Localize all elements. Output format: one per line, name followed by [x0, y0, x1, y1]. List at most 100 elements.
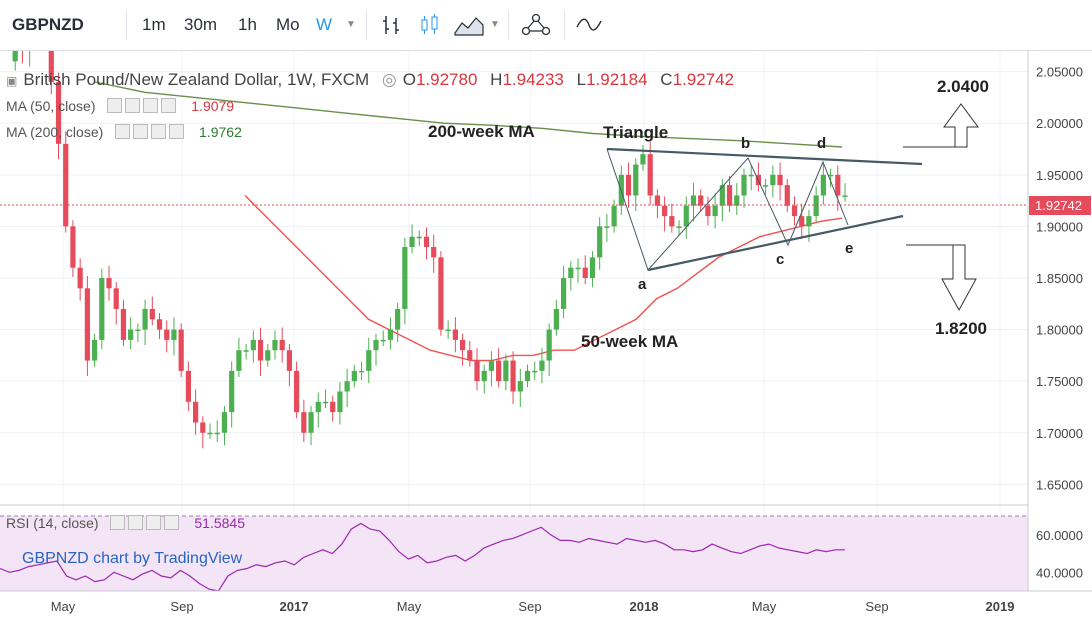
candle-body	[156, 319, 163, 330]
time-tick-label: May	[752, 599, 777, 614]
legend-eye-icon[interactable]: ◎	[381, 70, 397, 89]
candle	[698, 189, 704, 212]
candle	[452, 317, 458, 353]
ma50-legend-value: 1.9079	[191, 98, 235, 114]
candle-body	[308, 412, 314, 433]
candle-body	[207, 432, 213, 435]
candle-body	[358, 370, 365, 373]
candle-body	[698, 195, 704, 206]
candle	[611, 199, 617, 233]
candle	[683, 196, 689, 239]
compare-icon[interactable]	[576, 13, 602, 37]
candle-body	[582, 267, 588, 278]
candle	[113, 282, 119, 325]
rsi-legend-value: 51.5845	[194, 515, 245, 531]
candle	[99, 268, 105, 350]
candle-body	[481, 370, 487, 382]
candle	[654, 189, 660, 219]
ma50-settings-icon[interactable]	[107, 98, 179, 114]
candle-body	[575, 267, 581, 270]
last-price-label: 1.92742	[1035, 198, 1082, 213]
interval-30m-button[interactable]: 30m	[184, 15, 218, 34]
interval-1m-button[interactable]: 1m	[142, 15, 166, 34]
rsi-settings-icon[interactable]	[110, 515, 182, 531]
candle	[827, 168, 834, 188]
candle-body	[662, 205, 668, 217]
price-tick-label: 1.80000	[1036, 323, 1083, 338]
candle	[726, 175, 733, 212]
indicators-icon[interactable]	[520, 12, 552, 38]
symbol-label[interactable]: GBPNZD	[12, 15, 84, 34]
candle	[813, 186, 819, 223]
interval-mo-button[interactable]: Mo	[276, 15, 300, 34]
ma50-path	[244, 195, 843, 362]
watermark-text: GBPNZD chart by TradingView	[22, 550, 243, 567]
candle	[467, 340, 473, 367]
candle-body	[178, 329, 184, 371]
candle-style-icon[interactable]	[418, 13, 442, 37]
grid	[0, 51, 1028, 591]
candle-body	[236, 350, 242, 371]
candle-body	[423, 236, 430, 248]
candle	[21, 51, 23, 64]
candle-body	[568, 267, 574, 278]
candle-body	[640, 154, 646, 165]
rsi-legend-label: RSI (14, close)	[6, 515, 99, 531]
triangle-annotation: Triangle	[603, 123, 668, 142]
target-arrows	[903, 103, 979, 312]
candle	[265, 344, 271, 367]
candle-body	[589, 257, 596, 278]
candle-body	[438, 257, 444, 330]
candle	[438, 251, 444, 336]
candle-body	[827, 174, 834, 177]
candle	[351, 364, 357, 388]
candle	[539, 348, 545, 384]
toolbar-divider	[126, 10, 127, 40]
candle-body	[726, 185, 733, 206]
candle-body	[647, 154, 653, 196]
interval-w-button[interactable]: W	[316, 15, 333, 34]
candle-body	[690, 195, 697, 206]
candle-body	[835, 174, 841, 196]
candle-body	[395, 308, 401, 330]
interval-1h-button[interactable]: 1h	[238, 15, 257, 34]
candle	[734, 183, 740, 216]
price-tick-label: 1.75000	[1036, 374, 1083, 389]
price-chart[interactable]: 2.05000 2.00000 1.95000 1.90000 1.85000 1.800…	[0, 51, 1092, 626]
bar-style-icon[interactable]	[380, 13, 404, 37]
ma200-path	[94, 81, 843, 148]
candle-body	[294, 370, 300, 413]
interval-dropdown-icon[interactable]: ▼	[346, 19, 356, 30]
candle	[250, 330, 256, 363]
candle-body	[164, 329, 170, 340]
style-dropdown-icon[interactable]: ▼	[490, 19, 500, 30]
candle	[308, 405, 314, 446]
ma200-settings-icon[interactable]	[115, 124, 187, 140]
toolbar-divider	[366, 10, 367, 40]
wave-label-e: e	[845, 240, 853, 257]
candle	[546, 323, 552, 377]
candle-body	[748, 174, 754, 177]
candle	[171, 317, 177, 356]
low-label: L	[576, 70, 587, 89]
candle	[784, 178, 790, 212]
candle-body	[517, 381, 523, 392]
rsi-tick-label: 60.0000	[1036, 528, 1083, 543]
low-value: 1.92184	[586, 70, 648, 89]
ma200-legend: MA (200, close) 1.9762	[6, 124, 242, 140]
triangle-lower-line	[647, 214, 904, 272]
ma200-legend-value: 1.9762	[199, 124, 242, 140]
candle	[835, 165, 841, 211]
legend-expand-icon[interactable]: ▣	[6, 74, 18, 88]
candle	[402, 237, 408, 325]
candle-body	[113, 288, 119, 309]
candle	[214, 420, 220, 443]
candle	[676, 220, 682, 236]
candle	[741, 168, 747, 208]
candle	[777, 162, 783, 201]
candle	[77, 258, 83, 301]
area-style-icon[interactable]	[454, 13, 484, 37]
candle-body	[510, 360, 516, 392]
candle-body	[301, 412, 307, 433]
candle-body	[200, 422, 206, 433]
